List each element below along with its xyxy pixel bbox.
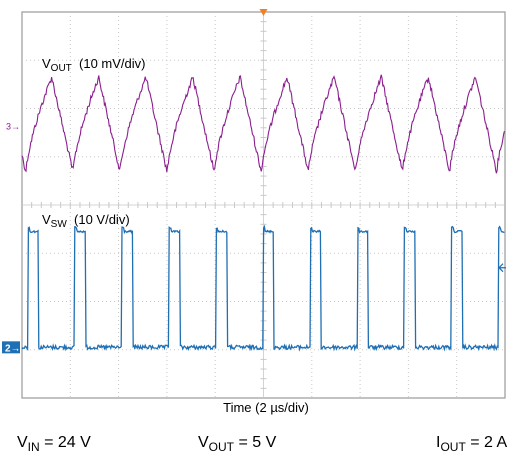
- x-axis-label: Time (2 µs/div): [223, 400, 309, 415]
- channel-markers: 3→ 2→: [2, 9, 506, 354]
- vout-ripple-trace: [21, 74, 505, 174]
- scope-traces: [21, 74, 505, 352]
- trigger-level-icon: [498, 263, 506, 273]
- vout-trace-label: VOUT (10 mV/div): [42, 56, 146, 74]
- vsw-trace-label: VSW (10 V/div): [42, 212, 130, 230]
- scope-grid: [21, 11, 506, 399]
- trigger-marker-icon: [259, 9, 268, 16]
- channel-3-marker: 3→: [6, 121, 20, 131]
- oscilloscope-plot: 3→ 2→: [2, 9, 506, 399]
- vsw-switch-trace: [21, 224, 505, 352]
- condition-vin: VIN = 24 V: [17, 434, 91, 454]
- condition-iout: IOUT = 2 A: [436, 434, 508, 454]
- condition-vout: VOUT = 5 V: [198, 434, 277, 454]
- channel-2-marker: 2→: [5, 343, 21, 354]
- channel-2-tab: [2, 341, 20, 354]
